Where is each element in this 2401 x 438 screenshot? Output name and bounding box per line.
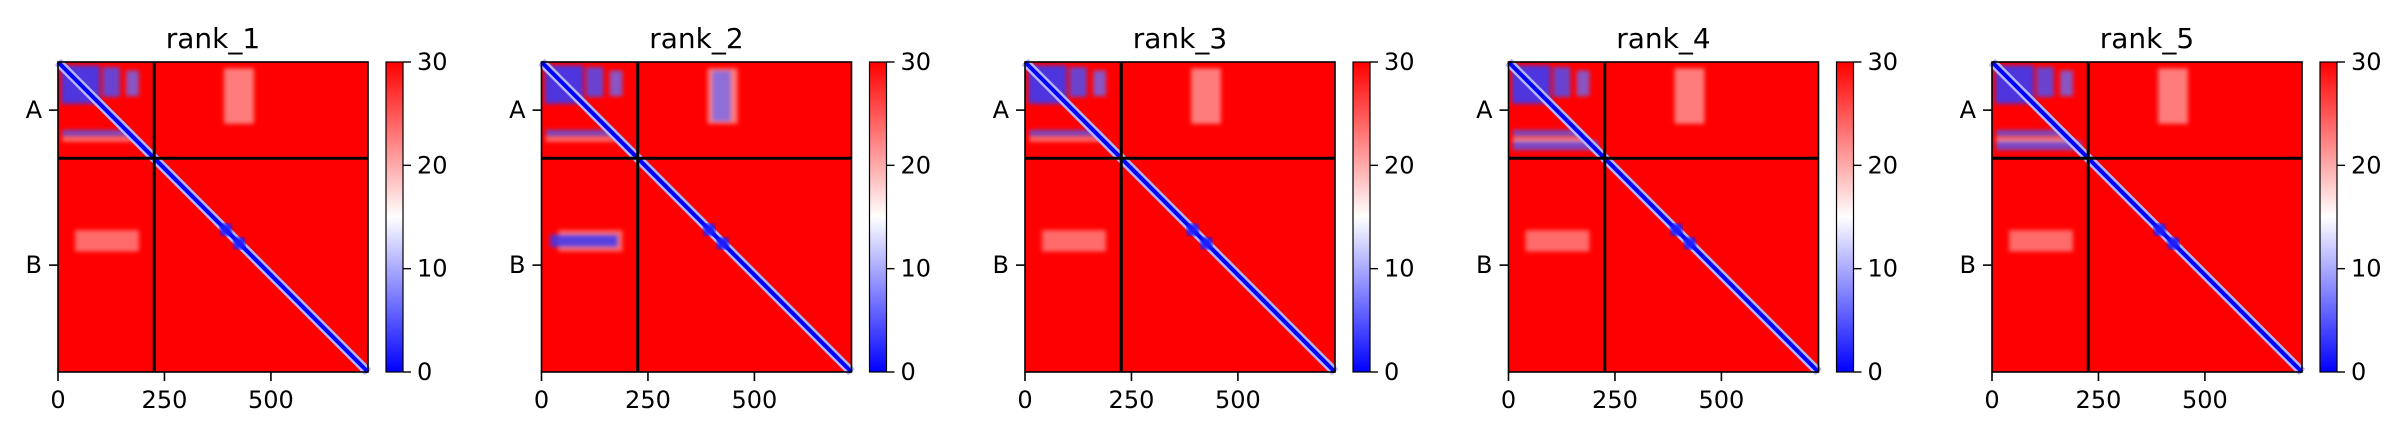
colorbar-tick-label: 30 [2351,48,2382,76]
panel-2: rank_2 0 250 500 A B 0 10 20 30 [509,22,931,414]
chain-label-B: B [26,251,42,279]
colorbar-tick-label: 0 [901,358,916,386]
x-tick-label: 0 [50,386,65,414]
panel-4: rank_4 0 250 500 A B 0 10 20 30 [1476,22,1898,414]
plot-frame [1991,61,2303,373]
panel-title: rank_5 [2100,22,2194,55]
colorbar: 0 10 20 30 [868,48,932,386]
colorbar-tick-label: 10 [417,255,448,283]
x-tick-label: 500 [1215,386,1261,414]
colorbar-tick-label: 0 [2351,358,2366,386]
chain-label-A: A [1476,96,1493,124]
x-tick-label: 500 [248,386,294,414]
heatmap [54,58,372,376]
panel-3: rank_3 0 250 500 A B 0 10 20 30 [993,22,1415,414]
x-tick-label: 500 [2182,386,2228,414]
panel-5: rank_5 0 250 500 A B 0 10 20 30 [1960,22,2382,414]
x-tick-label: 0 [1501,386,1516,414]
chain-label-A: A [26,96,43,124]
x-tick-label: 500 [732,386,778,414]
panel-1: rank_1 0 250 500 A B 0 10 20 30 [26,22,448,414]
chain-label-A: A [509,96,526,124]
heatmap [1505,58,1822,376]
colorbar: 0 10 20 30 [385,48,448,386]
colorbar-tick-label: 10 [1384,255,1415,283]
panel-title: rank_1 [166,22,260,55]
colorbar-tick-label: 10 [901,255,932,283]
colorbar: 0 10 20 30 [2319,48,2382,386]
colorbar-tick-label: 20 [2351,151,2382,179]
x-tick-label: 0 [534,386,549,414]
colorbar-tick-label: 10 [1868,255,1899,283]
colorbar-tick-label: 20 [1868,151,1899,179]
x-tick-label: 250 [1592,386,1638,414]
colorbar-tick-label: 0 [1384,358,1399,386]
colorbar: 0 10 20 30 [1352,48,1415,386]
chain-label-A: A [1960,96,1977,124]
colorbar-tick-label: 20 [417,151,448,179]
colorbar: 0 10 20 30 [1835,48,1899,386]
chain-label-B: B [1476,251,1492,279]
colorbar-tick-label: 30 [901,48,932,76]
colorbar-tick-label: 30 [417,48,448,76]
heatmap [1988,58,2306,376]
panel-title: rank_3 [1133,22,1227,55]
colorbar-tick-label: 30 [1868,48,1899,76]
x-tick-label: 0 [1017,386,1032,414]
plot-frame [57,61,369,373]
chain-label-B: B [509,251,525,279]
heatmap [538,58,855,376]
colorbar-tick-label: 10 [2351,255,2382,283]
plot-frame [540,61,853,373]
plot-frame [1507,61,1820,373]
colorbar-tick-label: 20 [901,151,932,179]
x-tick-label: 250 [1109,386,1155,414]
x-tick-label: 500 [1699,386,1745,414]
chain-label-A: A [993,96,1010,124]
heatmap [1021,58,1339,376]
colorbar-tick-label: 20 [1384,151,1415,179]
panel-title: rank_4 [1616,22,1710,55]
colorbar-tick-label: 0 [1868,358,1883,386]
plot-frame [1024,61,1336,373]
x-tick-label: 0 [1984,386,1999,414]
panel-title: rank_2 [649,22,743,55]
x-tick-label: 250 [142,386,188,414]
chain-label-B: B [993,251,1009,279]
x-tick-label: 250 [2076,386,2122,414]
colorbar-tick-label: 0 [417,358,432,386]
chain-label-B: B [1960,251,1976,279]
colorbar-tick-label: 30 [1384,48,1415,76]
x-tick-label: 250 [625,386,671,414]
